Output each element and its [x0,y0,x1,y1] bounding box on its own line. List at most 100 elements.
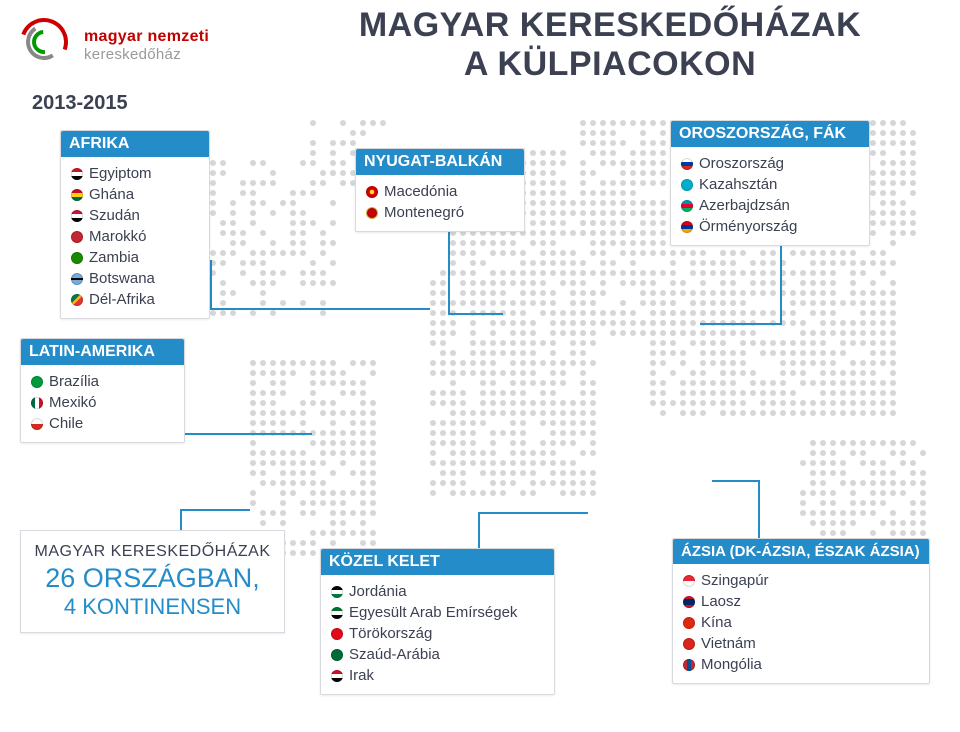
card-balkan-header: NYUGAT-BALKÁN [356,149,524,175]
logo-arc-icon [20,18,74,72]
list-item: Chile [31,413,174,434]
flag-icon [681,158,693,170]
list-item: Laosz [683,591,919,612]
connector-line [182,433,312,435]
flag-icon [366,186,378,198]
country-label: Irak [349,665,374,686]
flag-icon [71,294,83,306]
flag-icon [71,252,83,264]
flag-icon [71,273,83,285]
flag-icon [683,575,695,587]
country-label: Egyesült Arab Emírségek [349,602,517,623]
title-line1: MAGYAR KERESKEDŐHÁZAK [300,6,920,45]
country-label: Kína [701,612,732,633]
card-middle-east: KÖZEL KELET JordániaEgyesült Arab Emírsé… [320,548,555,695]
connector-line [712,480,760,482]
flag-icon [331,586,343,598]
connector-line [478,512,480,550]
list-item: Szingapúr [683,570,919,591]
connector-line [700,323,782,325]
connector-line [448,313,503,315]
list-item: Kína [683,612,919,633]
list-item: Montenegró [366,202,514,223]
flag-icon [683,659,695,671]
country-label: Azerbajdzsán [699,195,790,216]
list-item: Brazília [31,371,174,392]
logo: magyar nemzeti kereskedőház [20,18,209,72]
flag-icon [331,649,343,661]
country-label: Ghána [89,184,134,205]
flag-icon [71,189,83,201]
connector-line [180,509,182,531]
list-item: Törökország [331,623,544,644]
logo-line1: magyar nemzeti [84,28,209,46]
country-label: Jordánia [349,581,407,602]
country-label: Botswana [89,268,155,289]
card-west-balkan: NYUGAT-BALKÁN MacedóniaMontenegró [355,148,525,232]
flag-icon [71,231,83,243]
card-africa-header: AFRIKA [61,131,209,157]
country-label: Egyiptom [89,163,152,184]
card-latin-america: LATIN-AMERIKA BrazíliaMexikóChile [20,338,185,443]
country-label: Marokkó [89,226,147,247]
country-label: Kazahsztán [699,174,777,195]
flag-icon [366,207,378,219]
flag-icon [31,376,43,388]
flag-icon [31,418,43,430]
flag-icon [331,670,343,682]
card-russia-header: OROSZORSZÁG, FÁK [671,121,869,147]
list-item: Irak [331,665,544,686]
country-label: Szudán [89,205,140,226]
card-mideast-list: JordániaEgyesült Arab EmírségekTörökorsz… [331,581,544,686]
card-latin-list: BrazíliaMexikóChile [31,371,174,434]
flag-icon [681,200,693,212]
list-item: Oroszország [681,153,859,174]
country-label: Szingapúr [701,570,769,591]
flag-icon [683,638,695,650]
list-item: Vietnám [683,633,919,654]
flag-icon [331,607,343,619]
country-label: Oroszország [699,153,784,174]
card-russia-list: OroszországKazahsztánAzerbajdzsánÖrményo… [681,153,859,237]
summary-line3: 4 KONTINENSEN [29,594,276,620]
logo-text: magyar nemzeti kereskedőház [84,28,209,63]
country-label: Laosz [701,591,741,612]
connector-line [478,512,588,514]
list-item: Mongólia [683,654,919,675]
list-item: Kazahsztán [681,174,859,195]
year-range: 2013-2015 [32,92,128,115]
flag-icon [683,617,695,629]
main-title: MAGYAR KERESKEDŐHÁZAK A KÜLPIACOKON [300,6,920,84]
flag-icon [331,628,343,640]
list-item: Mexikó [31,392,174,413]
flag-icon [681,179,693,191]
summary-line2: 26 ORSZÁGBAN, [29,563,276,594]
country-label: Macedónia [384,181,457,202]
list-item: Szaúd-Arábia [331,644,544,665]
connector-line [180,509,250,511]
country-label: Brazília [49,371,99,392]
list-item: Azerbajdzsán [681,195,859,216]
flag-icon [31,397,43,409]
connector-line [210,260,212,310]
card-russia-cis: OROSZORSZÁG, FÁK OroszországKazahsztánAz… [670,120,870,246]
card-balkan-list: MacedóniaMontenegró [366,181,514,223]
country-label: Törökország [349,623,432,644]
connector-line [780,245,782,325]
card-asia-list: SzingapúrLaoszKínaVietnámMongólia [683,570,919,675]
logo-line2: kereskedőház [84,46,209,63]
list-item: Zambia [71,247,199,268]
list-item: Egyesült Arab Emírségek [331,602,544,623]
connector-line [448,225,450,315]
country-label: Örményország [699,216,797,237]
country-label: Szaúd-Arábia [349,644,440,665]
card-africa: AFRIKA EgyiptomGhánaSzudánMarokkóZambiaB… [60,130,210,319]
list-item: Ghána [71,184,199,205]
card-latin-header: LATIN-AMERIKA [21,339,184,365]
card-asia: ÁZSIA (DK-ÁZSIA, ÉSZAK ÁZSIA) SzingapúrL… [672,538,930,684]
country-label: Dél-Afrika [89,289,155,310]
flag-icon [683,596,695,608]
list-item: Dél-Afrika [71,289,199,310]
card-mideast-header: KÖZEL KELET [321,549,554,575]
list-item: Örményország [681,216,859,237]
